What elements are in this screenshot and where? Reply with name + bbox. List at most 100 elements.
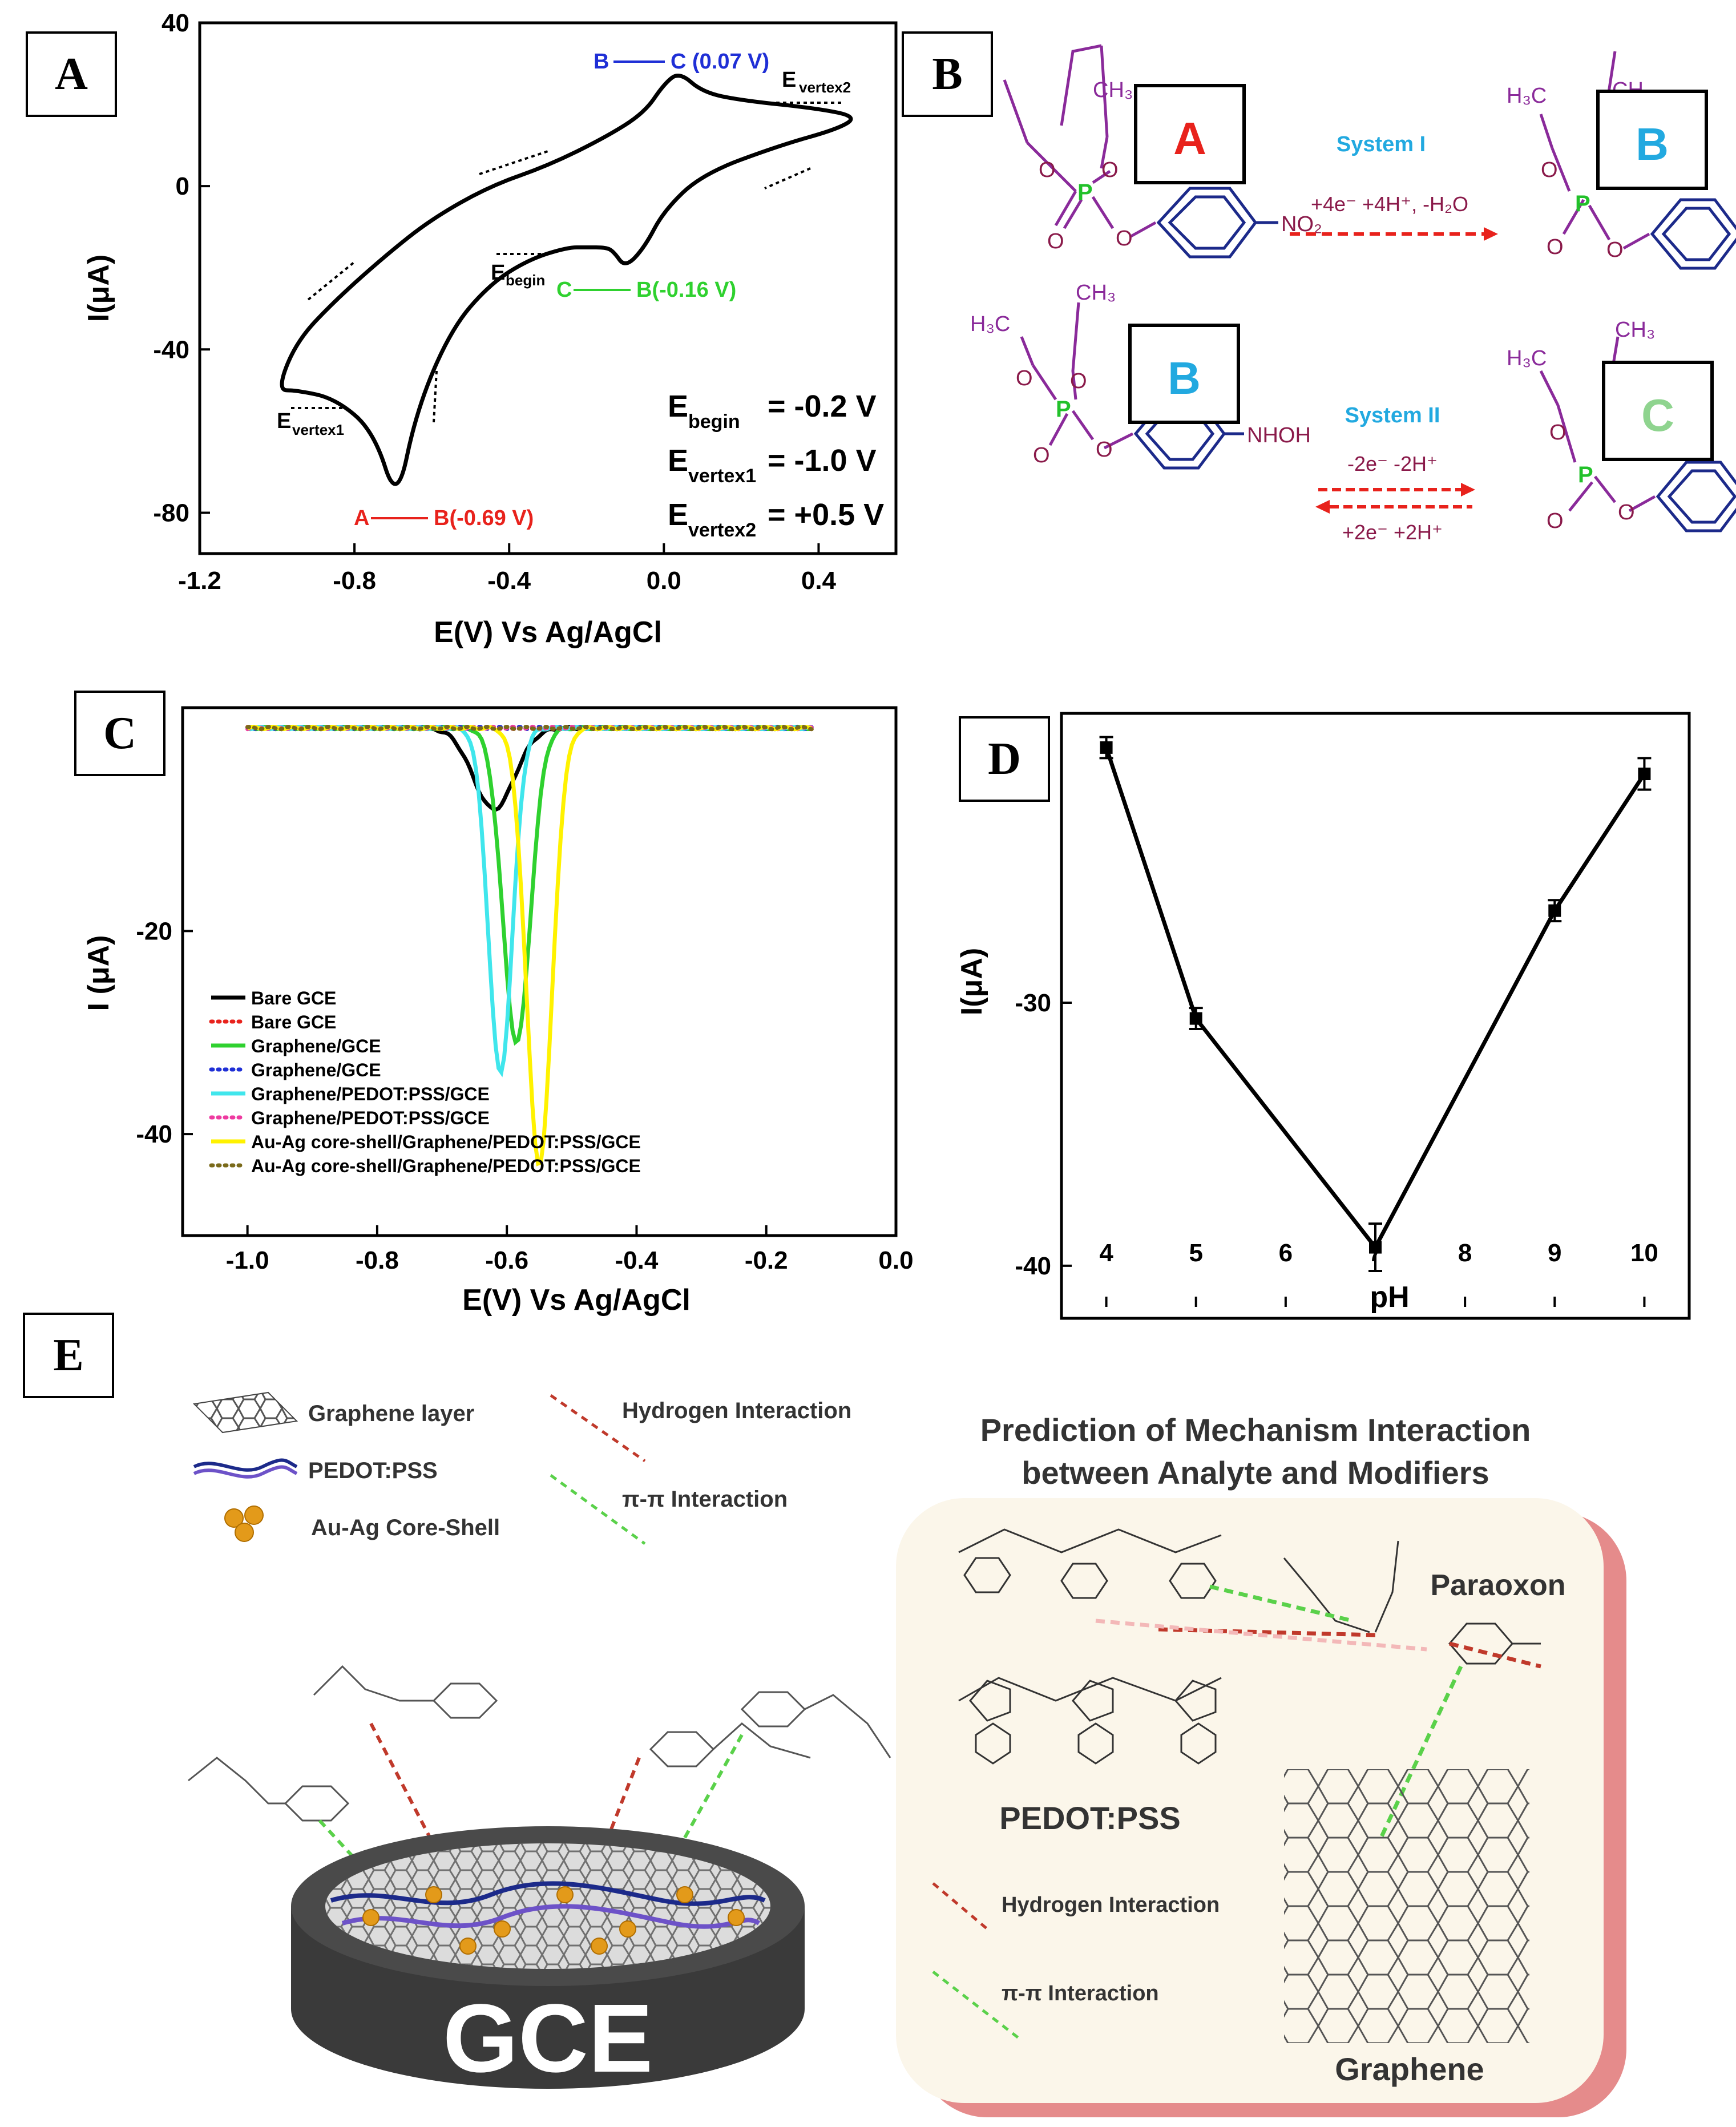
chart-d-xtick-label: 5 — [1189, 1239, 1202, 1267]
hydrogen-dash-faint — [1095, 1619, 1427, 1652]
vertex1-sub: vertex1 — [292, 421, 344, 438]
panel-label-b: B — [902, 31, 993, 117]
pedot-legend-icon — [193, 1458, 298, 1479]
p-label: P — [1575, 191, 1590, 216]
begin-sub: begin — [506, 272, 545, 289]
data-point — [1189, 1012, 1202, 1025]
o-label: O — [1547, 509, 1564, 533]
cv-curve — [280, 74, 853, 486]
chart-c-ytick-label: -40 — [136, 1120, 172, 1148]
p-label: P — [1077, 180, 1093, 205]
legend-entry: Bare GCE — [251, 1012, 336, 1032]
chart-c-xlabel: E(V) Vs Ag/AgCl — [462, 1284, 691, 1317]
chart-c-ytick-label: -20 — [136, 917, 172, 945]
paraoxon-label: Paraoxon — [1431, 1569, 1566, 1602]
p-label: P — [1056, 397, 1071, 422]
data-point — [1638, 768, 1651, 780]
data-point — [1100, 741, 1113, 754]
no2-label: NO₂ — [1281, 212, 1322, 236]
arrow-reverse-2 — [433, 370, 438, 423]
vertex1-label: E — [277, 409, 291, 433]
param-val-2: = -1.0 V — [768, 443, 877, 478]
legend-e: Graphene layer PEDOT:PSS Au-Ag Core-Shel… — [192, 1391, 851, 1545]
legend-entry: Au-Ag core-shell/Graphene/PEDOT:PSS/GCE — [251, 1132, 641, 1152]
chart-c-xtick-label: -0.4 — [615, 1246, 659, 1274]
o-label: O — [1047, 229, 1064, 253]
chart-d-frame — [1060, 712, 1691, 1320]
box-c — [1602, 361, 1714, 461]
chart-d-xtick-label: 6 — [1279, 1239, 1293, 1267]
chart-a-xtick-label: -0.4 — [487, 567, 531, 595]
arrow-forward-1 — [479, 150, 548, 175]
param-sub-3: vertex2 — [688, 519, 756, 541]
system2-bottom: +2e⁻ +2H⁺ — [1342, 520, 1443, 544]
peak-cb-label: C — [556, 278, 572, 302]
molecule-paraoxon: CH₃ O O P O O NO₂ — [1003, 44, 1322, 259]
hydrogen-dash-nitro — [1449, 1641, 1541, 1669]
box-a — [1134, 84, 1246, 184]
chart-d-xtick-label: 4 — [1099, 1239, 1113, 1267]
h3c-label: H₃C — [970, 312, 1010, 336]
chart-a: -1.2 -0.8 -0.4 0.0 0.4 40 0 -40 -80 B C (0.07 V)… — [82, 9, 898, 649]
box-a-label: A — [1173, 113, 1206, 164]
chart-a-ytick-label: 40 — [162, 9, 189, 37]
chart-c-frame — [181, 706, 898, 1237]
chart-a-ytick-label: -40 — [153, 336, 189, 364]
pedot-label: PEDOT:PSS — [999, 1800, 1180, 1836]
chart-d-ytick-label: -40 — [1015, 1252, 1051, 1280]
chart-d-xtick-label: 8 — [1458, 1239, 1472, 1267]
param-e-2: E — [668, 443, 688, 478]
chart-c: -1.0 -0.8 -0.6 -0.4 -0.2 0.0 -20 -40 Bare GCE Ba… — [82, 706, 913, 1317]
nhoh-label: NHOH — [1247, 423, 1311, 447]
card-hydrogen-label: Hydrogen Interaction — [1002, 1893, 1220, 1917]
scheme-b: CH₃ O O P O O NO₂ A System I +4e⁻ +4H⁺, … — [970, 44, 1736, 544]
chart-d-xlabel: pH — [1370, 1281, 1409, 1314]
legend-entry: Graphene/GCE — [251, 1060, 381, 1080]
graphene-sheet — [1284, 1769, 1529, 2043]
chart-a-xlabel: E(V) Vs Ag/AgCl — [434, 616, 662, 649]
molecule-hydroxylamine-bottom: H₃C CH₃ O O P O O NHOH — [970, 281, 1311, 470]
h3c-label: H₃C — [1507, 346, 1547, 370]
mechanism-title-line1: Prediction of Mechanism Interaction — [980, 1412, 1531, 1448]
o-label: O — [1016, 366, 1033, 390]
chart-c-xtick-label: -0.6 — [485, 1246, 528, 1274]
chart-d-ylabel: I(μA) — [955, 948, 988, 1015]
box-b-bottom-label: B — [1168, 353, 1201, 403]
series-line — [245, 724, 814, 732]
peak-ab-value: B(-0.69 V) — [434, 506, 534, 530]
arrow-forward-2 — [307, 261, 355, 301]
legend-pipi-label: π-π Interaction — [622, 1487, 788, 1512]
chart-d-xtick-label: 10 — [1630, 1239, 1658, 1267]
chart-a-ytick-label: 0 — [176, 172, 189, 200]
param-sub-1: begin — [688, 411, 740, 433]
chart-a-xtick-label: 0.0 — [647, 567, 681, 595]
box-b-top — [1596, 90, 1708, 190]
legend-entry: Graphene/PEDOT:PSS/GCE — [251, 1108, 490, 1128]
legend-core-shell-label: Au-Ag Core-Shell — [311, 1515, 500, 1540]
o-label: O — [1070, 369, 1087, 393]
legend-graphene-label: Graphene layer — [308, 1401, 474, 1426]
chart-a-frame — [198, 21, 898, 555]
pedot-pss-structure — [958, 1528, 1222, 1765]
system1-label: System I — [1337, 132, 1426, 156]
system2-arrowhead-forward — [1461, 483, 1475, 497]
param-val-3: = +0.5 V — [768, 498, 884, 532]
paraoxon-structure — [1283, 1540, 1541, 1665]
legend-hydrogen-line — [550, 1394, 646, 1463]
panel-label-a: A — [26, 31, 117, 117]
param-val-1: = -0.2 V — [768, 389, 877, 423]
core-shell-legend-icon — [224, 1506, 264, 1542]
chart-a-ylabel: I(μA) — [82, 255, 115, 322]
system2-top: -2e⁻ -2H⁺ — [1347, 452, 1438, 475]
legend-entry: Graphene/PEDOT:PSS/GCE — [251, 1084, 490, 1104]
peak-cb-value: B(-0.16 V) — [636, 278, 736, 302]
legend-pedot-label: PEDOT:PSS — [308, 1458, 438, 1483]
peak-bc-value: C (0.07 V) — [671, 50, 769, 74]
panel-label-c: C — [74, 691, 165, 776]
p-label: P — [1578, 462, 1593, 487]
chart-c-ylabel: I (μA) — [82, 935, 115, 1011]
param-e-3: E — [668, 498, 688, 532]
legend-entry: Bare GCE — [251, 988, 336, 1008]
vertex2-sub: vertex2 — [799, 79, 851, 96]
gce-electrode: GCE — [291, 1826, 805, 2093]
